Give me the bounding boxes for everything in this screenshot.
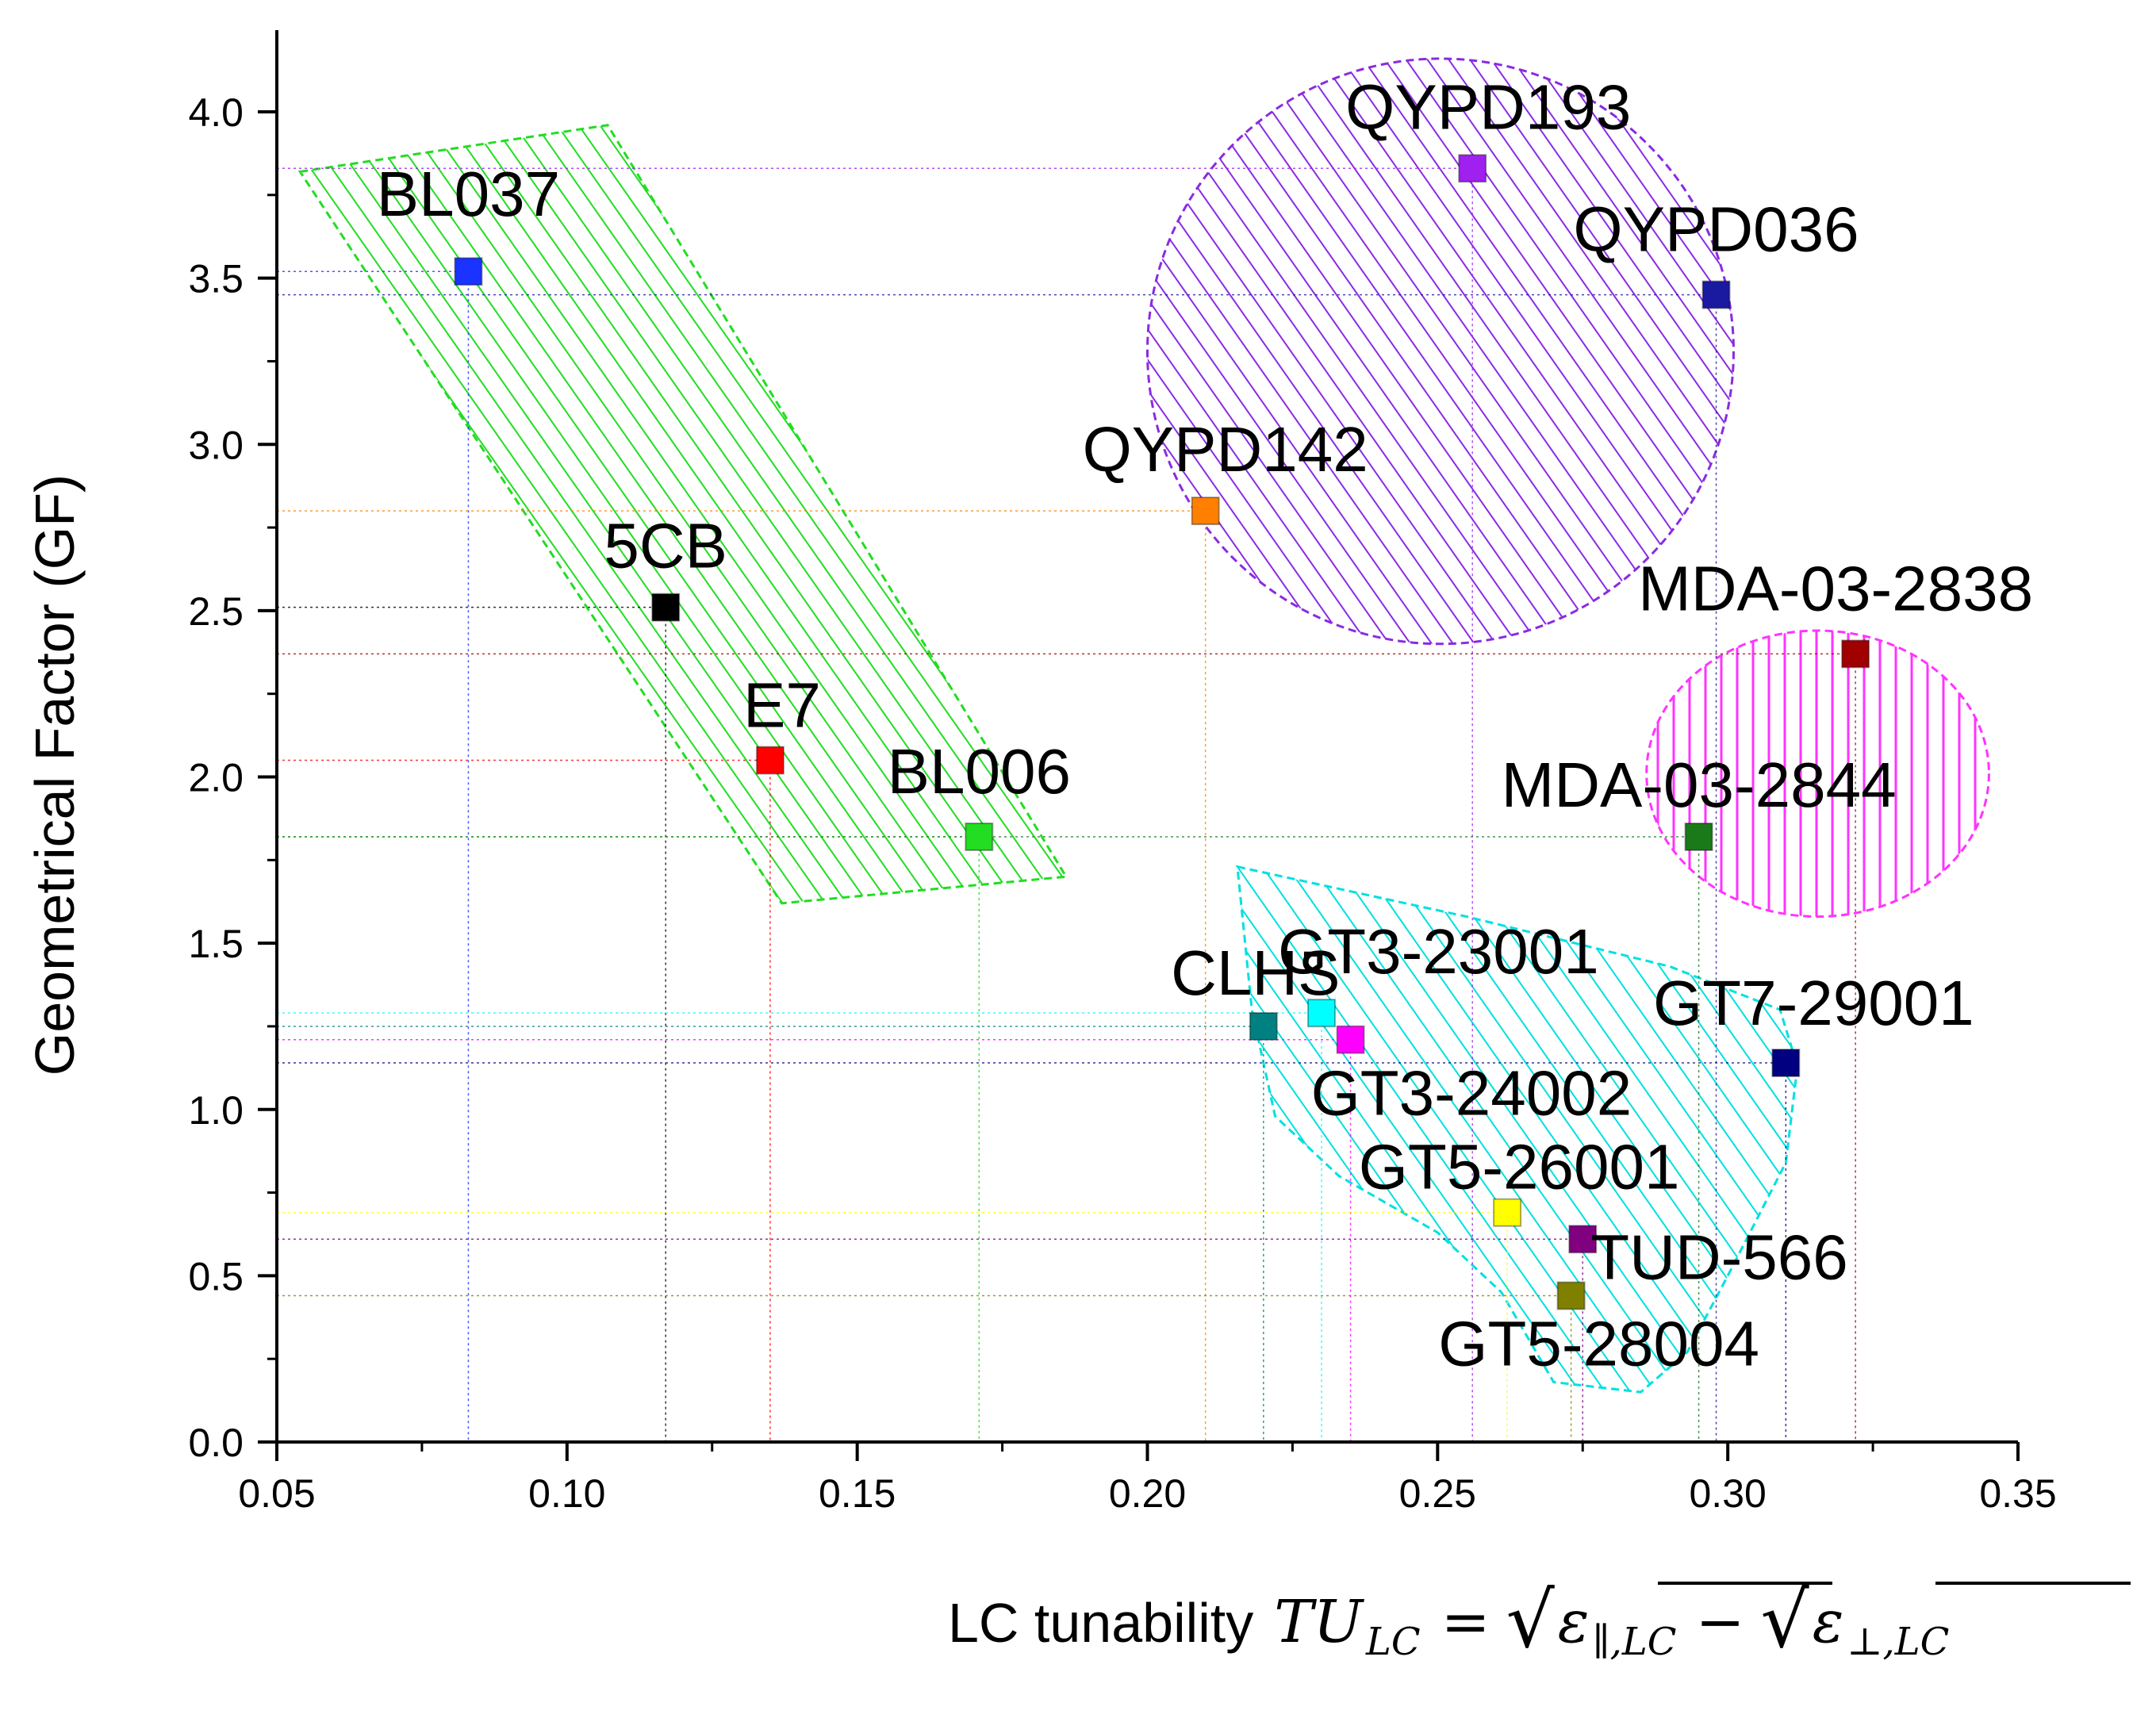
axes-layer: 0.05 0.10 0.15 0.20 0.25 0.30 0.35 0.0 0.5 1.0 1.5… (188, 30, 2057, 1516)
label-qypd142: QYPD142 (1083, 414, 1368, 485)
marker-gt5-28004 (1556, 1281, 1586, 1310)
label-gt3-24002: GT3-24002 (1311, 1058, 1632, 1129)
label-5cb: 5CB (604, 511, 727, 581)
marker-bl037 (454, 257, 483, 286)
label-mda-03-2838: MDA-03-2838 (1638, 553, 2033, 623)
y-axis-title: Geometrical Factor (GF) (24, 474, 86, 1076)
label-gt5-28004: GT5-28004 (1438, 1309, 1759, 1379)
x-tick-label: 0.35 (1979, 1471, 2056, 1516)
x-tick-label: 0.20 (1109, 1471, 1186, 1516)
y-tick-label: 3.0 (188, 423, 244, 467)
x-axis-title-eps1-sub: ∥,LC (1592, 1620, 1676, 1664)
marker-e7 (755, 746, 785, 775)
x-axis-title-root2: √ (1761, 1576, 1810, 1665)
label-qypd036: QYPD036 (1573, 194, 1859, 265)
regions-layer (297, 57, 1990, 1394)
x-axis-title-eps2: ε (1813, 1588, 1844, 1656)
marker-gt3-23001 (1307, 999, 1336, 1028)
x-tick-label: 0.25 (1399, 1471, 1476, 1516)
green-region (297, 124, 1068, 905)
label-e7: E7 (743, 670, 821, 741)
marker-clhs (1249, 1011, 1278, 1041)
y-tick-label: 2.0 (188, 756, 244, 800)
y-tick-label: 4.0 (188, 90, 244, 135)
x-axis-title-tu: TU (1274, 1588, 1364, 1656)
x-tick-label: 0.15 (819, 1471, 896, 1516)
y-tick-label: 0.5 (188, 1254, 244, 1298)
x-axis-title-eps2-sub: ⊥,LC (1847, 1620, 1949, 1664)
x-axis-title-prefix: LC tunability (948, 1592, 1253, 1654)
magenta-region (1645, 629, 1990, 919)
x-axis-title-eps1: ε (1558, 1588, 1590, 1656)
guides-layer (277, 167, 1856, 1442)
label-gt7-29001: GT7-29001 (1653, 968, 1974, 1038)
label-gt5-26001: GT5-26001 (1359, 1132, 1680, 1202)
marker-gt3-24002 (1336, 1025, 1365, 1054)
marker-bl006 (965, 822, 994, 851)
x-axis-title-root1: √ (1506, 1576, 1556, 1665)
label-gt3-23001: GT3-23001 (1278, 916, 1599, 987)
y-tick-label: 1.0 (188, 1088, 244, 1133)
label-bl006: BL006 (888, 736, 1071, 807)
marker-5cb (651, 593, 681, 622)
x-axis-title: LC tunability TU LC = √ ε ∥,LC − √ ε ⊥,L… (948, 1576, 1949, 1665)
label-bl037: BL037 (377, 159, 560, 229)
x-tick-label: 0.10 (528, 1471, 605, 1516)
marker-mda-03-2838 (1841, 639, 1870, 669)
y-tick-label: 0.0 (188, 1421, 244, 1465)
x-tick-label: 0.05 (238, 1471, 315, 1516)
marker-qypd142 (1191, 497, 1220, 526)
y-tick-label: 3.5 (188, 257, 244, 301)
label-mda-03-2844: MDA-03-2844 (1502, 750, 1897, 820)
x-axis-title-equals: = (1441, 1588, 1490, 1656)
marker-qypd193 (1458, 154, 1487, 183)
y-tick-label: 2.5 (188, 589, 244, 634)
label-clhs: CLHS (1171, 938, 1340, 1008)
marker-tud-566 (1568, 1225, 1598, 1254)
marker-qypd036 (1701, 280, 1731, 309)
x-axis-title-minus: − (1696, 1588, 1745, 1656)
points-layer: BL037 5CB E7 BL006 QYPD142 QYPD193 QYPD036 MDA-… (377, 71, 2033, 1379)
y-tick-label: 1.5 (188, 922, 244, 966)
marker-gt7-29001 (1771, 1049, 1801, 1078)
label-qypd193: QYPD193 (1345, 71, 1631, 142)
x-axis-title-tu-sub: LC (1365, 1620, 1421, 1664)
x-tick-label: 0.30 (1690, 1471, 1767, 1516)
label-tud-566: TUD-566 (1590, 1222, 1848, 1292)
marker-gt5-26001 (1493, 1198, 1522, 1227)
purple-region (1146, 57, 1735, 646)
cyan-region (1236, 865, 1799, 1394)
marker-mda-03-2844 (1684, 822, 1713, 851)
